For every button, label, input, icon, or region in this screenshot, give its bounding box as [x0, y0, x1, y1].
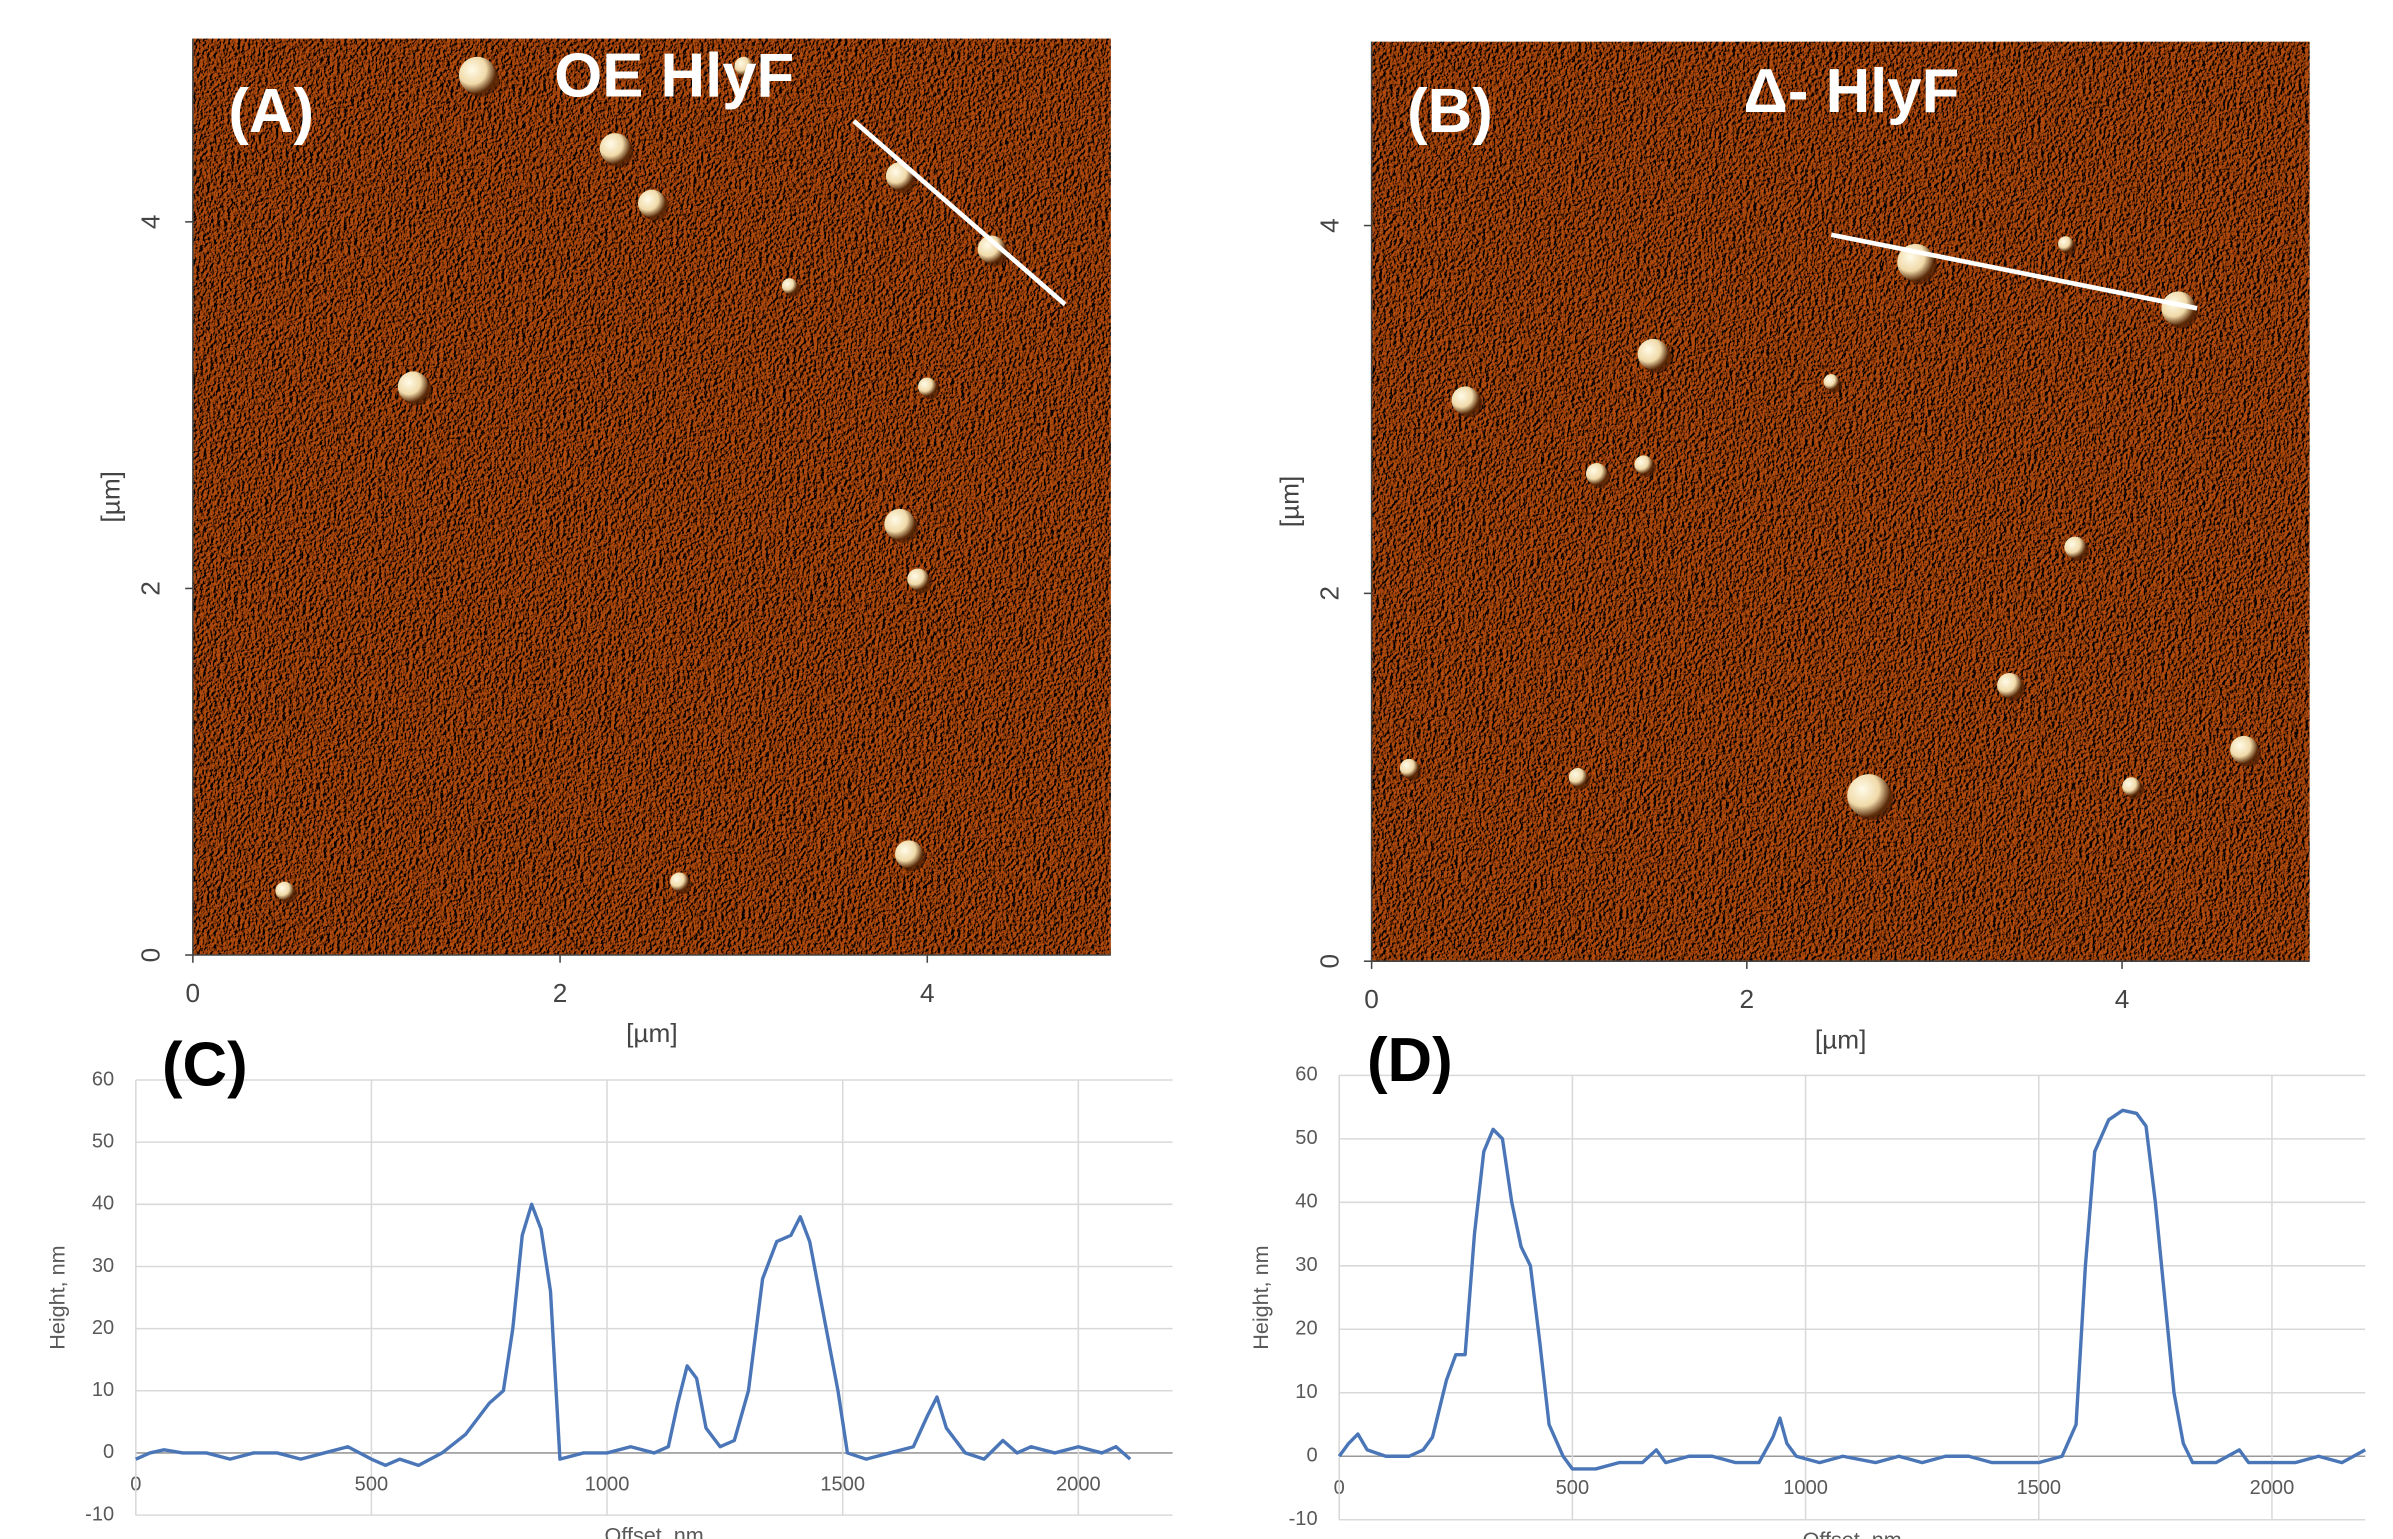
x-tick-label: 4	[920, 978, 935, 1008]
y-tick-label: 0	[136, 948, 166, 963]
y-tick-label: 0	[103, 1441, 114, 1463]
chart-title: OE HlyF	[554, 42, 794, 111]
y-tick-label: 2	[136, 581, 166, 596]
particle	[275, 881, 294, 901]
y-tick-label: 60	[1295, 1064, 1317, 1086]
x-axis-label: Offset, nm	[605, 1522, 704, 1539]
particle	[907, 568, 929, 591]
panel: -1001020304050600500100015002000Offset, …	[44, 1030, 1173, 1539]
y-tick-label: 40	[92, 1193, 114, 1215]
y-tick-label: 20	[1295, 1318, 1317, 1340]
x-tick-label: 4	[2115, 984, 2130, 1014]
profile-line	[852, 119, 1067, 307]
y-tick-label: 30	[92, 1255, 114, 1277]
particle	[1847, 774, 1891, 818]
particle	[2230, 735, 2258, 764]
particle	[670, 872, 689, 891]
y-tick-label: -10	[85, 1503, 114, 1525]
x-tick-label: 1500	[2016, 1477, 2061, 1499]
y-axis-label: [µm]	[1274, 476, 1304, 528]
y-tick-label: 0	[1306, 1445, 1317, 1467]
particle	[918, 377, 937, 397]
particle	[2058, 236, 2074, 252]
y-tick-label: 4	[1314, 218, 1344, 233]
afm-image	[1371, 41, 2310, 962]
chart-title: Δ- HlyF	[1744, 57, 1960, 126]
x-tick-label: 2	[1740, 984, 1755, 1014]
x-tick-label: 2000	[1056, 1474, 1101, 1496]
y-axis-label: [µm]	[96, 471, 126, 523]
x-tick-label: 1500	[820, 1474, 865, 1496]
particle	[637, 189, 666, 218]
y-tick-label: 10	[92, 1379, 114, 1401]
y-tick-label: 20	[92, 1317, 114, 1339]
line-series	[1337, 1108, 2367, 1471]
x-tick-label: 1000	[585, 1474, 630, 1496]
particle	[2122, 777, 2141, 796]
particle	[2161, 291, 2196, 326]
line-series	[135, 1202, 1132, 1468]
particle	[895, 840, 923, 869]
y-tick-label: -10	[1289, 1508, 1318, 1530]
particle	[734, 56, 753, 76]
x-axis-label: Offset, nm	[1803, 1527, 1902, 1539]
x-axis-label: [µm]	[626, 1018, 678, 1048]
x-tick-label: 2	[553, 978, 568, 1008]
afm-image	[192, 38, 1111, 956]
y-axis-label: Height, nm	[44, 1245, 69, 1349]
y-tick-label: 0	[1314, 954, 1344, 969]
particle	[1399, 758, 1419, 778]
y-tick-label: 2	[1314, 586, 1344, 601]
particle	[1997, 672, 2022, 698]
y-tick-label: 50	[92, 1130, 114, 1152]
particle	[1637, 338, 1669, 370]
y-tick-label: 50	[1295, 1127, 1317, 1149]
particle	[1823, 374, 1839, 390]
panel-label: (A)	[228, 77, 314, 146]
x-tick-label: 0	[186, 978, 201, 1008]
particle	[1568, 768, 1588, 787]
particle	[458, 56, 496, 94]
panel: -1001020304050600500100015002000Offset, …	[1248, 1026, 2367, 1539]
y-tick-label: 60	[92, 1068, 114, 1090]
x-tick-label: 500	[1556, 1477, 1589, 1499]
panel-label: (C)	[162, 1030, 248, 1099]
particle	[884, 508, 916, 540]
y-axis-label: Height, nm	[1248, 1245, 1273, 1349]
particle	[1585, 463, 1608, 485]
particle	[599, 133, 631, 164]
panel: 0 2 4 0 2 4 [µm] [µm] OE HlyF (A)	[96, 38, 1111, 1048]
particle	[397, 371, 429, 403]
x-axis-label: [µm]	[1815, 1024, 1867, 1054]
particle	[2064, 536, 2086, 559]
y-tick-label: 30	[1295, 1254, 1317, 1276]
panel-label: (D)	[1367, 1026, 1453, 1095]
y-tick-label: 10	[1295, 1381, 1317, 1403]
y-tick-label: 40	[1295, 1191, 1317, 1213]
x-tick-label: 500	[355, 1474, 388, 1496]
particle	[1451, 386, 1480, 415]
particle	[977, 235, 1006, 264]
x-tick-label: 0	[1364, 984, 1379, 1014]
panel: 0 2 4 0 2 4 [µm] [µm] Δ- HlyF (B)	[1274, 41, 2310, 1054]
y-tick-label: 4	[136, 215, 166, 230]
profile-line	[1830, 232, 2198, 311]
particle	[1634, 455, 1653, 474]
x-tick-label: 2000	[2250, 1477, 2295, 1499]
particle	[781, 278, 798, 294]
x-tick-label: 1000	[1783, 1477, 1828, 1499]
panel-label: (B)	[1407, 77, 1493, 146]
